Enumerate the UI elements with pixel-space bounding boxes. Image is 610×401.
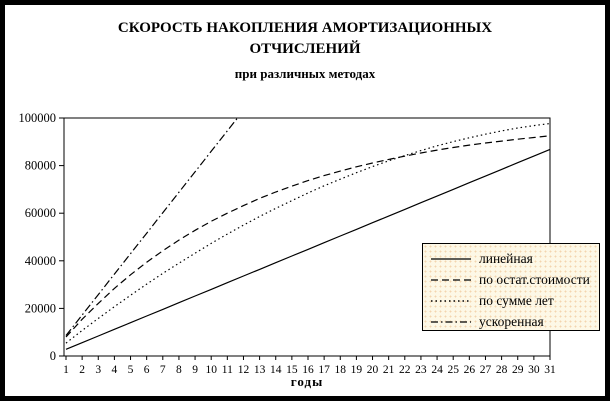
x-axis-label: 2 <box>79 364 85 376</box>
chart-title: СКОРОСТЬ НАКОПЛЕНИЯ АМОРТИЗАЦИОННЫХ ОТЧИ… <box>117 20 493 57</box>
dashdot-line-sample-icon <box>431 320 471 323</box>
legend-box: линейная по остат.стоимости по сумме лет… <box>422 243 600 331</box>
x-axis-label: 12 <box>238 364 250 376</box>
x-axis-label: 15 <box>286 364 298 376</box>
x-axis-label: 22 <box>399 364 411 376</box>
legend-item-linear: линейная <box>431 248 599 269</box>
legend-label: ускоренная <box>479 313 544 329</box>
legend-item-residual: по остат.стоимости <box>431 269 599 290</box>
legend-item-sum-of-years: по сумме лет <box>431 290 599 311</box>
x-axis-label: 18 <box>335 364 347 376</box>
dotted-line-sample-icon <box>431 299 471 302</box>
series-line-4 <box>65 117 238 336</box>
x-axis-label: 23 <box>415 364 427 376</box>
x-axis-label: 25 <box>447 364 459 376</box>
x-axis-label: 5 <box>128 364 134 376</box>
x-axis-label: 28 <box>496 364 508 376</box>
x-axis-label: 17 <box>318 364 330 376</box>
x-axis-label: 7 <box>160 364 166 376</box>
y-axis-label: 80000 <box>25 159 56 173</box>
x-axis-label: 10 <box>205 364 217 376</box>
legend-item-accelerated: ускоренная <box>431 311 599 332</box>
x-axis-label: 26 <box>464 364 476 376</box>
x-axis-label: 1 <box>63 364 69 376</box>
x-axis-label: 13 <box>254 364 266 376</box>
x-axis-label: 29 <box>512 364 524 376</box>
x-axis-label: 16 <box>302 364 314 376</box>
y-axis-label: 100000 <box>19 111 57 125</box>
x-axis-label: 6 <box>144 364 150 376</box>
x-axis-label: 27 <box>480 364 492 376</box>
series-line-2 <box>65 135 551 338</box>
x-axis-label: 9 <box>192 364 198 376</box>
x-axis-label: 24 <box>431 364 443 376</box>
x-axis-label: 8 <box>176 364 182 376</box>
x-axis-label: 19 <box>351 364 363 376</box>
x-axis-label: 30 <box>528 364 540 376</box>
x-axis-label: 31 <box>544 364 556 376</box>
solid-line-sample-icon <box>431 257 471 260</box>
series-line-3 <box>65 122 551 344</box>
x-axis-label: 14 <box>270 364 282 376</box>
legend-label: линейная <box>479 250 533 266</box>
dashed-line-sample-icon <box>431 278 471 281</box>
x-axis-title: годы <box>290 374 324 389</box>
x-axis-label: 11 <box>222 364 233 376</box>
y-axis-label: 40000 <box>25 254 56 268</box>
legend-label: по остат.стоимости <box>479 271 590 287</box>
plot-border <box>63 117 551 357</box>
x-axis-label: 21 <box>383 364 395 376</box>
x-axis-label: 3 <box>95 364 101 376</box>
y-axis-label: 0 <box>50 349 56 363</box>
series-line-1 <box>65 148 551 350</box>
x-axis-label: 4 <box>112 364 118 376</box>
chart-subtitle: при различных методах <box>234 66 376 81</box>
y-axis-label: 60000 <box>25 206 56 220</box>
x-axis-label: 20 <box>367 364 379 376</box>
legend-label: по сумме лет <box>479 292 554 308</box>
y-axis-label: 20000 <box>25 301 56 315</box>
